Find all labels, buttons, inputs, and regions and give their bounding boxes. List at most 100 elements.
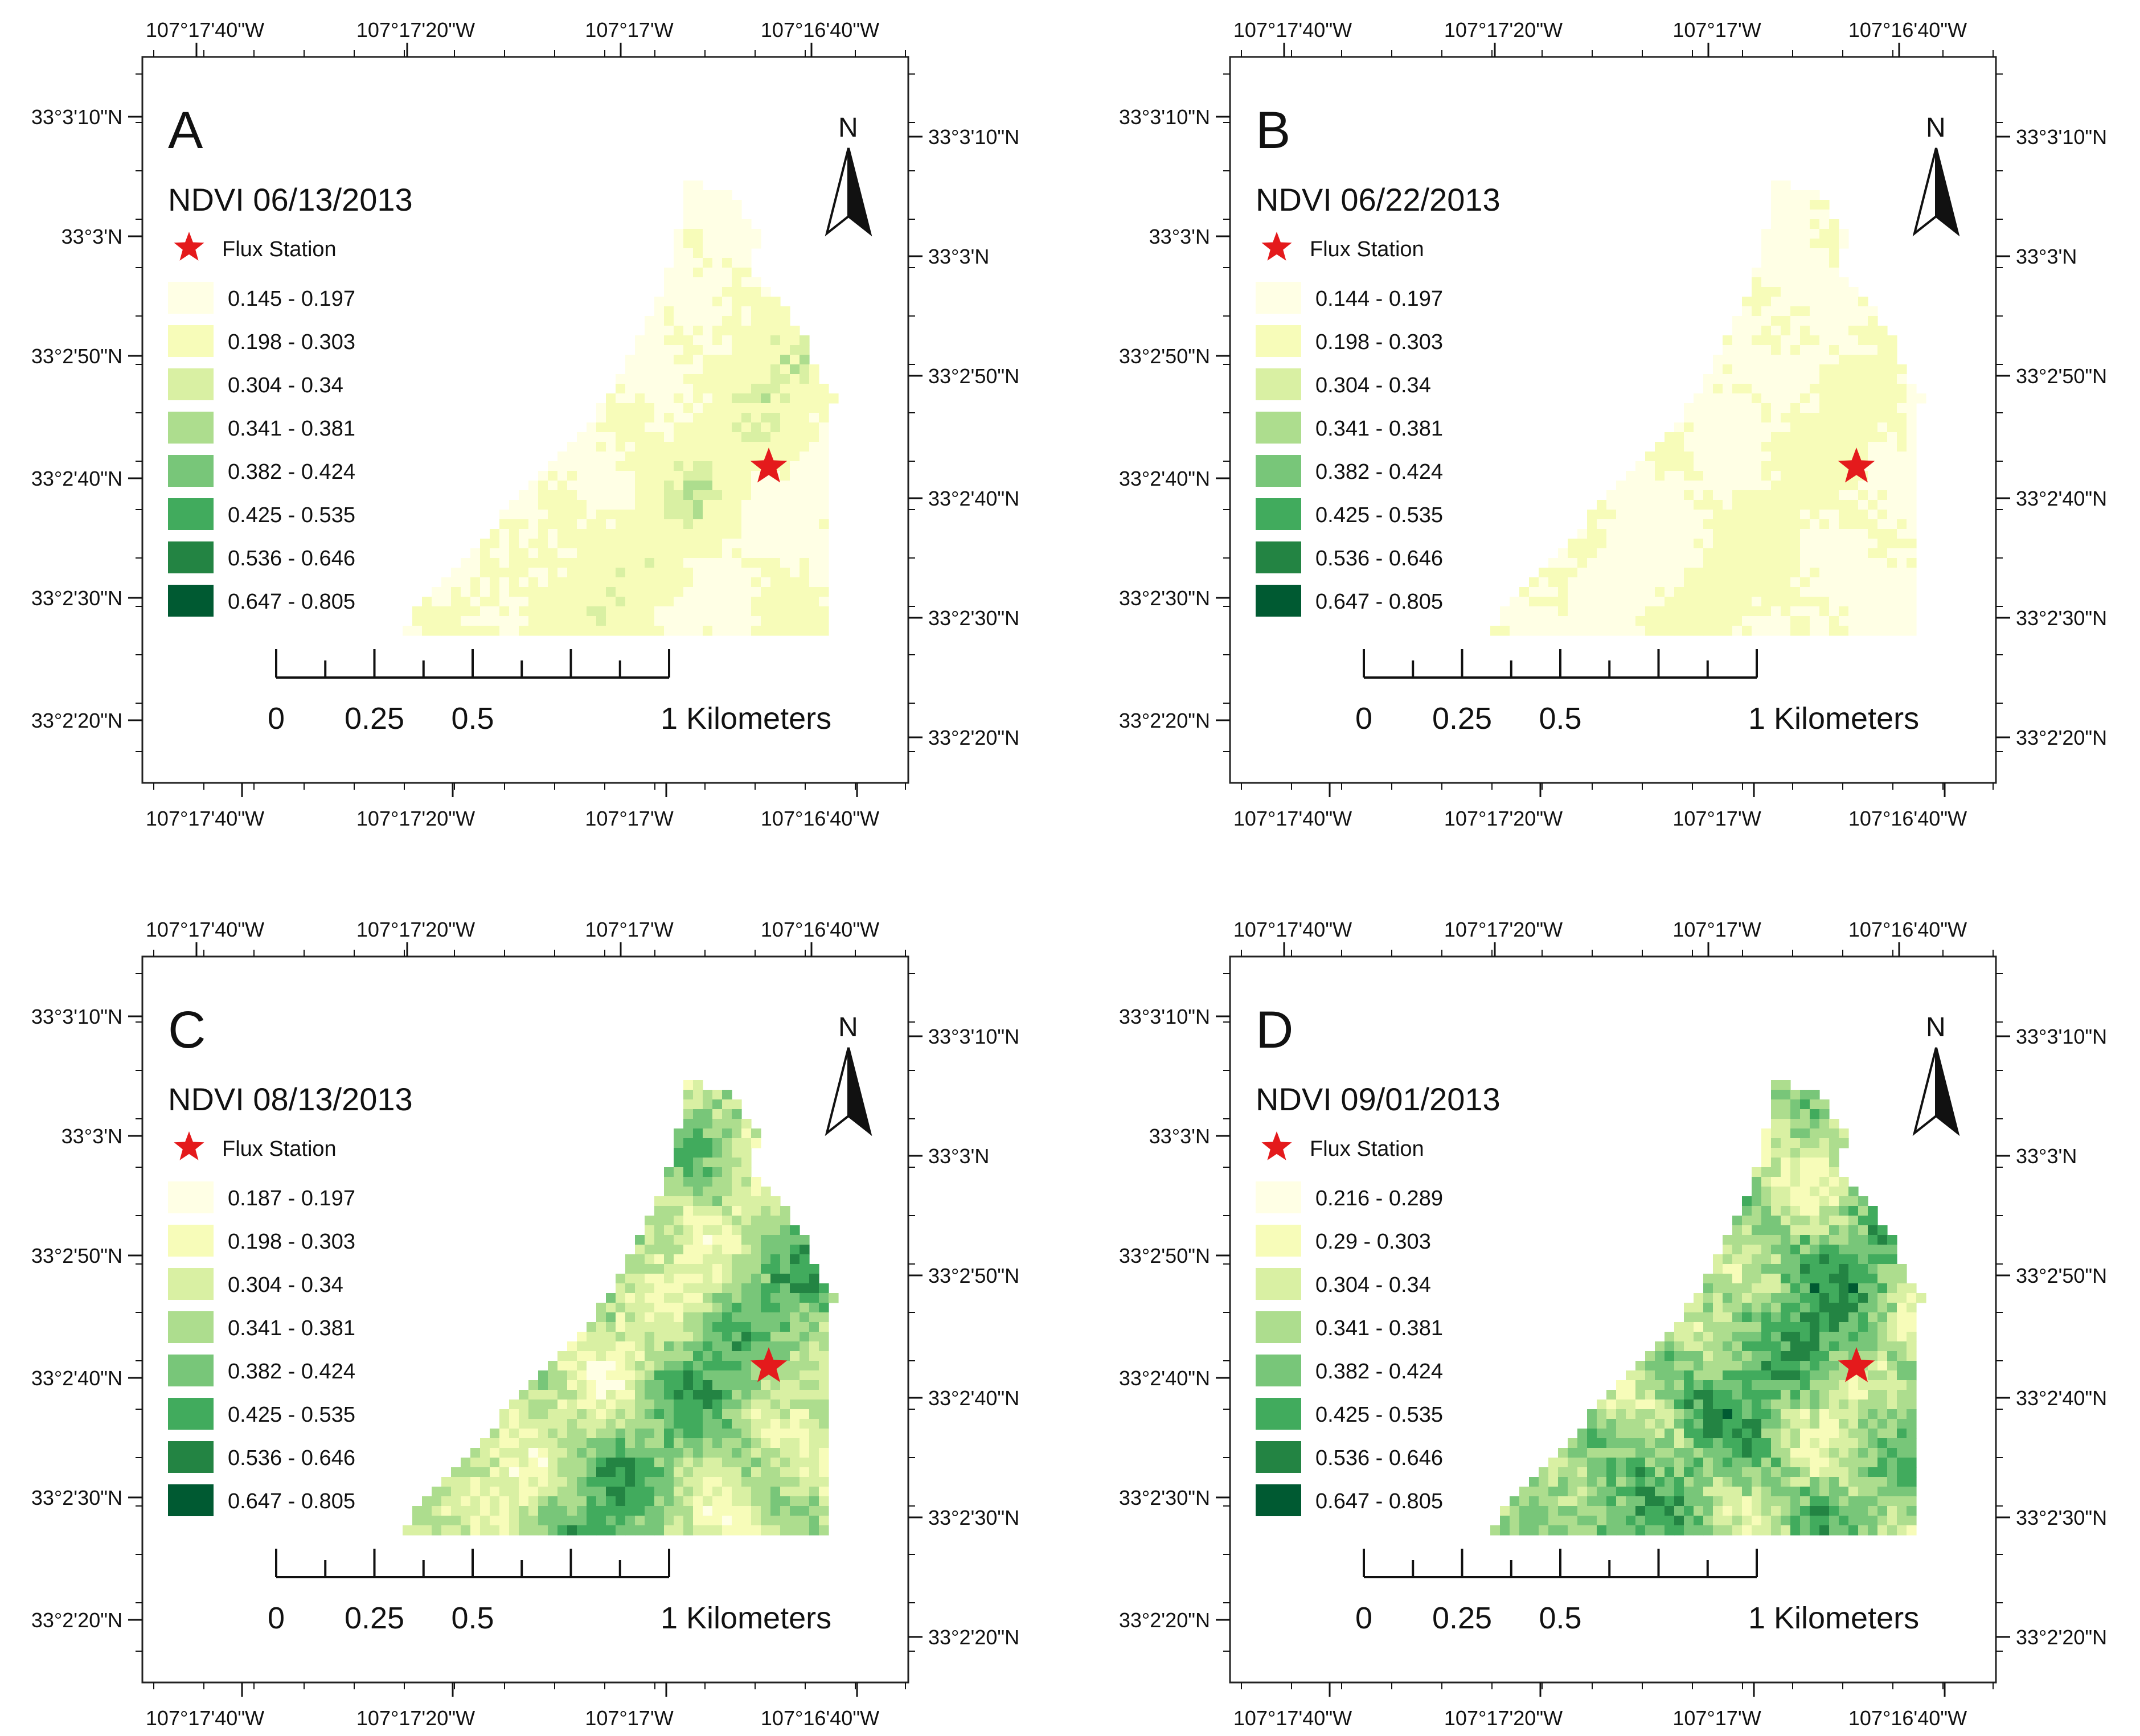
ndvi-cell xyxy=(1674,1332,1684,1342)
ndvi-cell xyxy=(761,529,771,539)
ndvi-cell xyxy=(1819,568,1830,578)
ndvi-cell xyxy=(470,568,481,578)
ndvi-cell xyxy=(809,481,819,491)
ndvi-cell xyxy=(703,384,713,394)
ndvi-cell xyxy=(645,539,655,549)
ndvi-cell xyxy=(683,1361,694,1371)
ndvi-cell xyxy=(654,548,665,559)
ndvi-cell xyxy=(1577,539,1588,549)
ndvi-cell xyxy=(1839,452,1849,462)
ndvi-cell xyxy=(1587,577,1597,588)
ndvi-cell xyxy=(819,403,829,413)
ndvi-cell xyxy=(1771,452,1781,462)
ndvi-cell xyxy=(635,1341,645,1352)
right-lat-label: 33°2'20"N xyxy=(2016,1626,2107,1649)
ndvi-cell xyxy=(1761,1496,1772,1507)
ndvi-cell xyxy=(1819,1245,1830,1255)
ndvi-cell xyxy=(703,1119,713,1129)
ndvi-cell xyxy=(1684,413,1694,423)
ndvi-cell xyxy=(1616,626,1626,636)
ndvi-cell xyxy=(741,287,752,297)
ndvi-cell xyxy=(1723,1341,1733,1352)
ndvi-cell xyxy=(519,1458,529,1468)
ndvi-cell xyxy=(693,606,703,617)
ndvi-cell xyxy=(1655,616,1665,626)
ndvi-cell xyxy=(1829,539,1839,549)
ndvi-cell xyxy=(577,452,587,462)
ndvi-cell xyxy=(1752,345,1762,355)
ndvi-cell xyxy=(1587,1506,1597,1516)
ndvi-cell xyxy=(722,219,732,229)
ndvi-cell xyxy=(674,1487,684,1497)
ndvi-cell xyxy=(1732,539,1743,549)
ndvi-cell xyxy=(1819,1496,1830,1507)
ndvi-cell xyxy=(1810,210,1820,220)
ndvi-cell xyxy=(606,568,616,578)
ndvi-cell xyxy=(1877,1525,1888,1536)
ndvi-cell xyxy=(712,239,723,249)
ndvi-cell xyxy=(557,1380,568,1390)
legend-swatch xyxy=(1256,282,1301,314)
ndvi-cell xyxy=(1887,529,1897,539)
ndvi-cell xyxy=(1781,490,1791,500)
ndvi-cell xyxy=(693,558,703,568)
ndvi-cell xyxy=(1810,442,1820,452)
ndvi-cell xyxy=(809,393,819,404)
ndvi-cell xyxy=(616,1429,626,1439)
ndvi-cell xyxy=(693,461,703,471)
ndvi-cell xyxy=(1510,626,1520,636)
ndvi-cell xyxy=(751,539,761,549)
ndvi-cell xyxy=(577,529,587,539)
ndvi-cell xyxy=(1829,1216,1839,1226)
ndvi-cell xyxy=(577,1400,587,1410)
ndvi-cell xyxy=(1839,1496,1849,1507)
ndvi-cell xyxy=(519,548,529,559)
ndvi-cell xyxy=(1723,626,1733,636)
ndvi-cell xyxy=(761,364,771,375)
ndvi-cell xyxy=(1548,1516,1559,1526)
ndvi-cell xyxy=(761,1438,771,1448)
ndvi-cell xyxy=(577,1409,587,1419)
ndvi-cell xyxy=(664,568,674,578)
ndvi-cell xyxy=(499,1448,510,1458)
ndvi-cell xyxy=(1771,442,1781,452)
ndvi-cell xyxy=(1887,519,1897,530)
ndvi-cell xyxy=(703,471,713,481)
ndvi-cell xyxy=(1877,1400,1888,1410)
ndvi-cell xyxy=(1907,1380,1917,1390)
ndvi-cell xyxy=(1819,616,1830,626)
ndvi-cell xyxy=(1819,364,1830,375)
ndvi-cell xyxy=(1684,587,1694,597)
ndvi-cell xyxy=(441,1506,452,1516)
ndvi-cell xyxy=(683,1351,694,1361)
ndvi-cell xyxy=(1723,452,1733,462)
ndvi-cell xyxy=(741,1448,752,1458)
ndvi-cell xyxy=(587,1487,597,1497)
ndvi-cell xyxy=(1694,1409,1704,1419)
ndvi-cell xyxy=(1868,1341,1878,1352)
ndvi-cell xyxy=(1771,248,1781,258)
left-lat-label: 33°2'30"N xyxy=(1119,1486,1210,1509)
ndvi-cell xyxy=(693,1361,703,1371)
ndvi-cell xyxy=(557,1506,568,1516)
ndvi-cell xyxy=(693,1487,703,1497)
ndvi-cell xyxy=(780,500,790,510)
ndvi-cell xyxy=(625,1409,636,1419)
ndvi-cell xyxy=(693,597,703,607)
ndvi-cell xyxy=(596,1516,606,1526)
ndvi-cell xyxy=(645,316,655,326)
ndvi-cell xyxy=(770,1390,781,1400)
ndvi-cell xyxy=(451,587,461,597)
ndvi-cell xyxy=(548,471,558,481)
left-lat-label: 33°2'30"N xyxy=(31,1486,122,1509)
ndvi-cell xyxy=(1752,306,1762,317)
ndvi-cell xyxy=(800,1496,810,1507)
ndvi-cell xyxy=(1732,519,1743,530)
top-lon-label: 107°17'W xyxy=(585,18,673,42)
ndvi-cell xyxy=(741,364,752,375)
ndvi-cell xyxy=(1790,374,1801,384)
ndvi-cell xyxy=(790,1390,800,1400)
ndvi-cell xyxy=(770,384,781,394)
ndvi-cell xyxy=(1713,1341,1723,1352)
ndvi-cell xyxy=(1703,1293,1713,1303)
